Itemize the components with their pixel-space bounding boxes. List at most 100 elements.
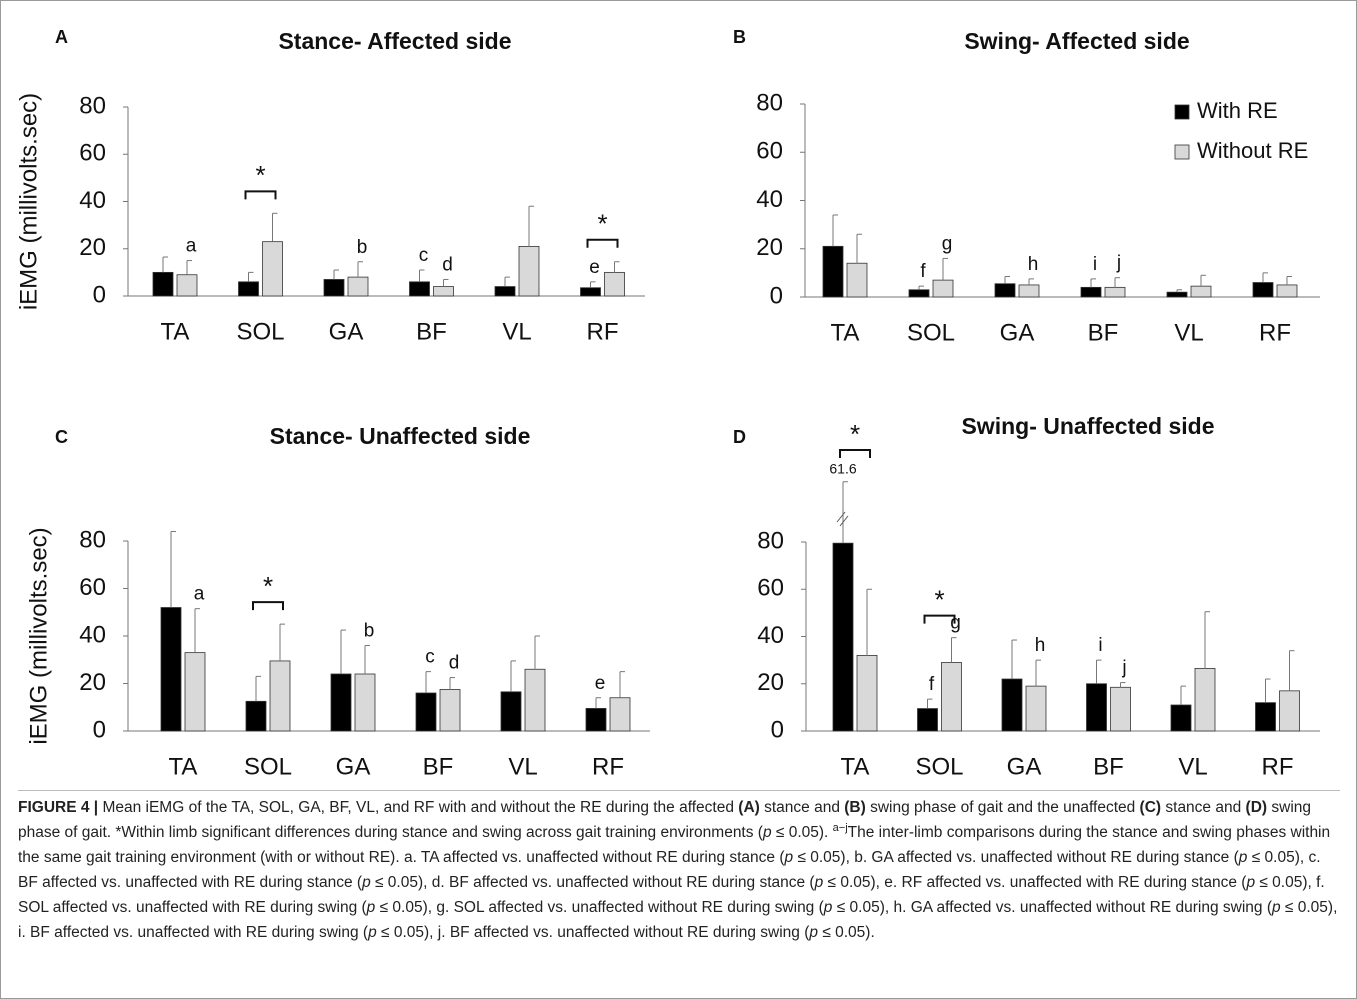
bar: [604, 271, 625, 297]
y-tick-label: 20: [79, 669, 106, 696]
caption-text: (C): [1139, 799, 1162, 816]
legend-label: With RE: [1197, 98, 1278, 123]
y-tick-label: 60: [79, 140, 106, 167]
annotation-letter: a: [186, 236, 197, 257]
caption-text: ≤ 0.05).: [818, 924, 875, 941]
x-tick-label: RF: [587, 318, 619, 345]
bar: [1279, 690, 1300, 732]
bar: [1080, 286, 1102, 298]
bar: [1190, 285, 1212, 298]
significance-star: *: [263, 571, 273, 601]
annotation-letter: j: [1121, 658, 1126, 679]
y-tick-label: 0: [770, 282, 783, 309]
bar: [415, 692, 437, 732]
caption-text: p: [1238, 849, 1248, 866]
y-tick-label: 80: [79, 526, 106, 553]
bar: [176, 274, 198, 297]
annotation-letter: e: [595, 673, 606, 694]
significance-star: *: [850, 419, 860, 449]
caption-text: p: [1272, 899, 1281, 916]
caption-text: stance and: [759, 799, 845, 816]
x-tick-label: BF: [423, 753, 454, 780]
annotation-letter: d: [442, 254, 453, 275]
chart-title: Swing- Affected side: [964, 28, 1189, 54]
panel-label: C: [55, 427, 68, 447]
bar: [832, 542, 854, 732]
caption-text: ≤ 0.05), e. RF affected vs. unaffected w…: [823, 874, 1247, 891]
annotation-letter: i: [1093, 254, 1097, 275]
x-tick-label: GA: [329, 318, 364, 345]
caption-text: p: [814, 874, 824, 891]
bar: [262, 241, 283, 297]
caption-text: p: [809, 924, 819, 941]
x-tick-label: VL: [508, 753, 537, 780]
bar: [238, 281, 259, 297]
legend-swatch: [1174, 104, 1190, 120]
y-tick-label: 0: [93, 281, 106, 308]
y-tick-label: 60: [756, 138, 783, 165]
x-tick-label: SOL: [907, 319, 955, 346]
y-tick-label: 20: [757, 669, 784, 696]
bar: [439, 689, 461, 732]
caption-text: p: [366, 899, 376, 916]
significance-star: *: [597, 209, 607, 239]
caption-text: p: [784, 849, 794, 866]
axis-break: [839, 515, 849, 527]
annotation-letter: a: [194, 584, 205, 605]
significance-bracket: [586, 238, 619, 248]
bar: [1166, 291, 1188, 298]
y-tick-label: 80: [79, 92, 106, 119]
bar: [1170, 704, 1192, 732]
y-axis-label: iEMG (millivolts.sec): [25, 527, 52, 744]
x-tick-label: GA: [1007, 753, 1042, 780]
panel-label: A: [55, 27, 68, 47]
figure: A Stance- Affected side iEMG (millivolts.s…: [15, 27, 1320, 780]
bar: [269, 660, 291, 732]
axis-break: [836, 511, 846, 523]
y-tick-label: 40: [756, 186, 783, 213]
chart-title: Swing- Unaffected side: [961, 413, 1214, 439]
caption: FIGURE 4 | Mean iEMG of the TA, SOL, GA,…: [18, 790, 1340, 945]
caption-text: ≤ 0.05), f. SOL affected vs. unaffected …: [18, 874, 1325, 916]
bar: [932, 279, 954, 298]
bar: [524, 668, 546, 732]
significance-bracket: [839, 449, 871, 458]
caption-text: ≤ 0.05).: [771, 824, 833, 841]
bar: [518, 245, 540, 297]
caption-text: ≤ 0.05), j. BF affected vs. unaffected w…: [376, 924, 810, 941]
caption-text: ≤ 0.05), g. SOL affected vs. unaffected …: [375, 899, 824, 916]
bar: [433, 286, 454, 297]
bar: [1018, 284, 1040, 298]
annotation-letter: d: [449, 653, 460, 674]
x-tick-label: BF: [416, 318, 447, 345]
y-tick-label: 80: [756, 89, 783, 116]
annotation-letter: j: [1116, 253, 1121, 274]
bar: [1252, 282, 1274, 298]
caption-text: a−j: [832, 821, 848, 834]
caption-text: ≤ 0.05), c. BF affected vs. unaffected w…: [18, 849, 1321, 891]
bar: [1001, 678, 1023, 732]
bar: [1086, 683, 1107, 732]
x-tick-label: SOL: [236, 318, 284, 345]
bar: [856, 655, 878, 732]
bar: [609, 697, 631, 732]
significance-star: *: [934, 585, 944, 615]
y-tick-label: 60: [79, 574, 106, 601]
annotation-letter: i: [1098, 635, 1102, 656]
caption-text: p: [368, 924, 377, 941]
significance-bracket: [923, 614, 956, 624]
annotation-letter: f: [920, 261, 926, 282]
caption-text: swing phase of gait and the unaffected: [865, 799, 1140, 816]
caption-text: (B): [844, 799, 866, 816]
chart-title: Stance- Affected side: [278, 28, 511, 54]
x-tick-label: BF: [1088, 319, 1119, 346]
bar: [846, 262, 868, 298]
annotation-letter: h: [1028, 254, 1039, 275]
y-tick-label: 80: [757, 527, 784, 554]
caption-text: p: [823, 899, 833, 916]
y-tick-label: 40: [79, 187, 106, 214]
significance-star: *: [255, 160, 265, 190]
annotation-letter: h: [1035, 635, 1046, 656]
significance-bracket: [244, 190, 277, 200]
bar: [500, 691, 522, 732]
